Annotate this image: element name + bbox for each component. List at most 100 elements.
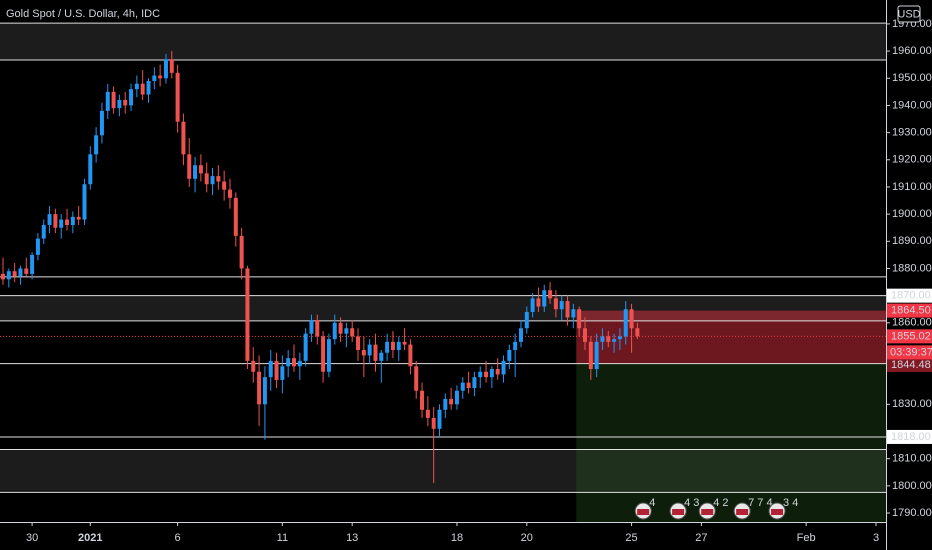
x-tick-label: Feb: [797, 532, 816, 544]
event-flag: [672, 509, 685, 515]
candle-body: [117, 99, 122, 109]
event-flag: [637, 509, 650, 515]
event-label: 4 3: [684, 497, 699, 509]
candle-body: [12, 271, 17, 277]
candle-body: [379, 352, 384, 361]
zone: [0, 23, 886, 61]
chart-title: Gold Spot / U.S. Dollar, 4h, IDC: [6, 8, 160, 20]
candle-body: [152, 75, 157, 81]
currency-label: USD: [897, 8, 920, 20]
candle-body: [356, 336, 361, 350]
candle-body: [536, 298, 541, 307]
candle-body: [105, 91, 110, 111]
candle-body: [565, 301, 570, 318]
candle-body: [99, 110, 104, 136]
x-tick-label: 6: [175, 532, 181, 544]
candle-body: [583, 328, 587, 342]
candle-body: [204, 173, 209, 185]
candle-body: [367, 344, 372, 356]
x-tick-label: 11: [277, 532, 288, 544]
event-label: 4 2: [713, 497, 728, 509]
candle-body: [571, 309, 576, 318]
line-price-tag: [887, 429, 932, 444]
candle-body: [460, 382, 465, 391]
candle-body: [187, 154, 192, 179]
y-tick-label: 1830.00: [892, 398, 932, 410]
x-tick-label: 13: [346, 532, 358, 544]
candle-body: [94, 135, 99, 155]
candle-body: [437, 409, 442, 429]
candle-body: [472, 377, 477, 389]
candle-body: [140, 83, 145, 95]
candle-body: [169, 59, 174, 73]
candle-body: [262, 377, 267, 405]
candle-body: [518, 328, 523, 342]
y-tick-label: 1810.00: [892, 453, 932, 465]
candle-body: [489, 369, 494, 378]
candle-body: [548, 290, 553, 299]
candle-body: [443, 398, 448, 410]
candle-body: [6, 271, 11, 280]
price-axis-bg: [886, 0, 932, 550]
x-tick-label: 20: [521, 532, 533, 544]
candle-body: [245, 268, 250, 361]
candle-body: [495, 369, 500, 375]
candle-body: [321, 336, 326, 372]
x-tick-label: 2021: [78, 532, 102, 544]
candle-body: [198, 165, 203, 174]
candle-body: [175, 72, 180, 122]
zone: [0, 295, 886, 321]
candle-body: [466, 382, 471, 389]
y-tick-label: 1860.00: [892, 317, 932, 329]
x-tick-label: 3: [873, 532, 879, 544]
candle-body: [606, 336, 611, 342]
candle-body: [24, 268, 29, 274]
candle-body: [53, 214, 58, 228]
candle-body: [41, 224, 46, 239]
candle-body: [70, 216, 75, 225]
event-flag: [736, 509, 749, 515]
candle-body: [274, 360, 279, 380]
y-tick-label: 1790.00: [892, 507, 932, 519]
x-tick-label: 25: [625, 532, 637, 544]
candle-body: [239, 235, 244, 269]
candle-body: [18, 268, 23, 277]
candle-body: [449, 398, 454, 405]
candle-body: [612, 339, 617, 342]
candle-body: [315, 320, 320, 337]
candle-body: [134, 83, 139, 90]
candle-body: [338, 322, 343, 334]
y-tick-label: 1910.00: [892, 181, 932, 193]
candle-body: [47, 214, 52, 225]
candle-body: [385, 341, 390, 353]
price-tag-label: 1855.02: [891, 330, 931, 342]
countdown-tag: [887, 345, 932, 360]
candle-body: [59, 219, 64, 228]
candle-body: [193, 165, 198, 179]
candle-body: [431, 417, 436, 429]
candle-body: [30, 254, 35, 274]
candle-body: [373, 344, 378, 361]
candle-body: [420, 390, 425, 410]
x-tick-label: 30: [26, 532, 38, 544]
candle-body: [588, 341, 593, 370]
candle-body: [35, 238, 40, 255]
candle-body: [129, 89, 134, 106]
candle-body: [251, 360, 256, 372]
candle-body: [402, 341, 407, 345]
candle-body: [542, 290, 547, 307]
candle-body: [414, 366, 419, 391]
candle-body: [303, 333, 308, 361]
candle-body: [65, 219, 70, 225]
countdown-label: 03:39:37: [890, 346, 932, 358]
candle-body: [233, 197, 238, 236]
price-tag: [887, 329, 932, 344]
candle-body: [390, 341, 395, 350]
candle-body: [286, 358, 291, 367]
candle-body: [484, 371, 489, 378]
y-tick-label: 1950.00: [892, 72, 932, 84]
candle-body: [222, 181, 227, 190]
currency-button[interactable]: [897, 5, 921, 23]
line-price-label: 1870.00: [891, 290, 931, 302]
candle-body: [227, 189, 232, 198]
